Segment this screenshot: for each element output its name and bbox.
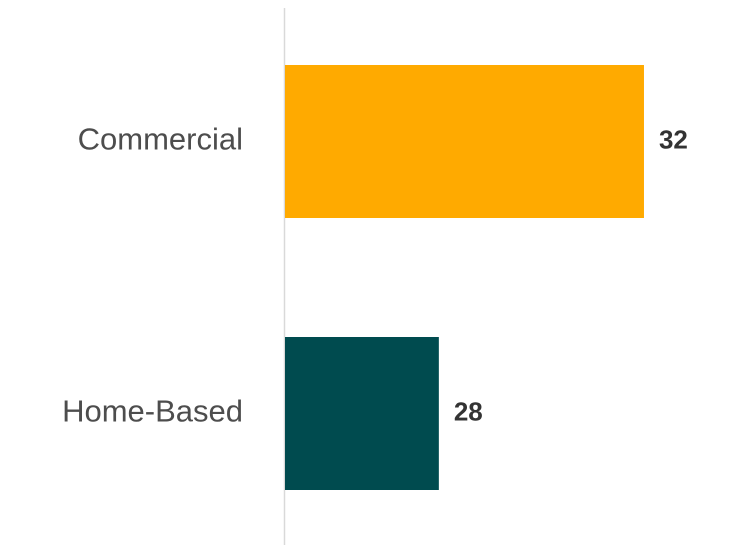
value-label-commercial: 32 <box>659 124 688 154</box>
category-label-home-based: Home-Based <box>62 394 243 429</box>
bar-commercial <box>285 65 644 218</box>
category-label-commercial: Commercial <box>78 122 243 157</box>
bar-home-based <box>285 337 439 490</box>
value-label-home-based: 28 <box>454 396 483 426</box>
